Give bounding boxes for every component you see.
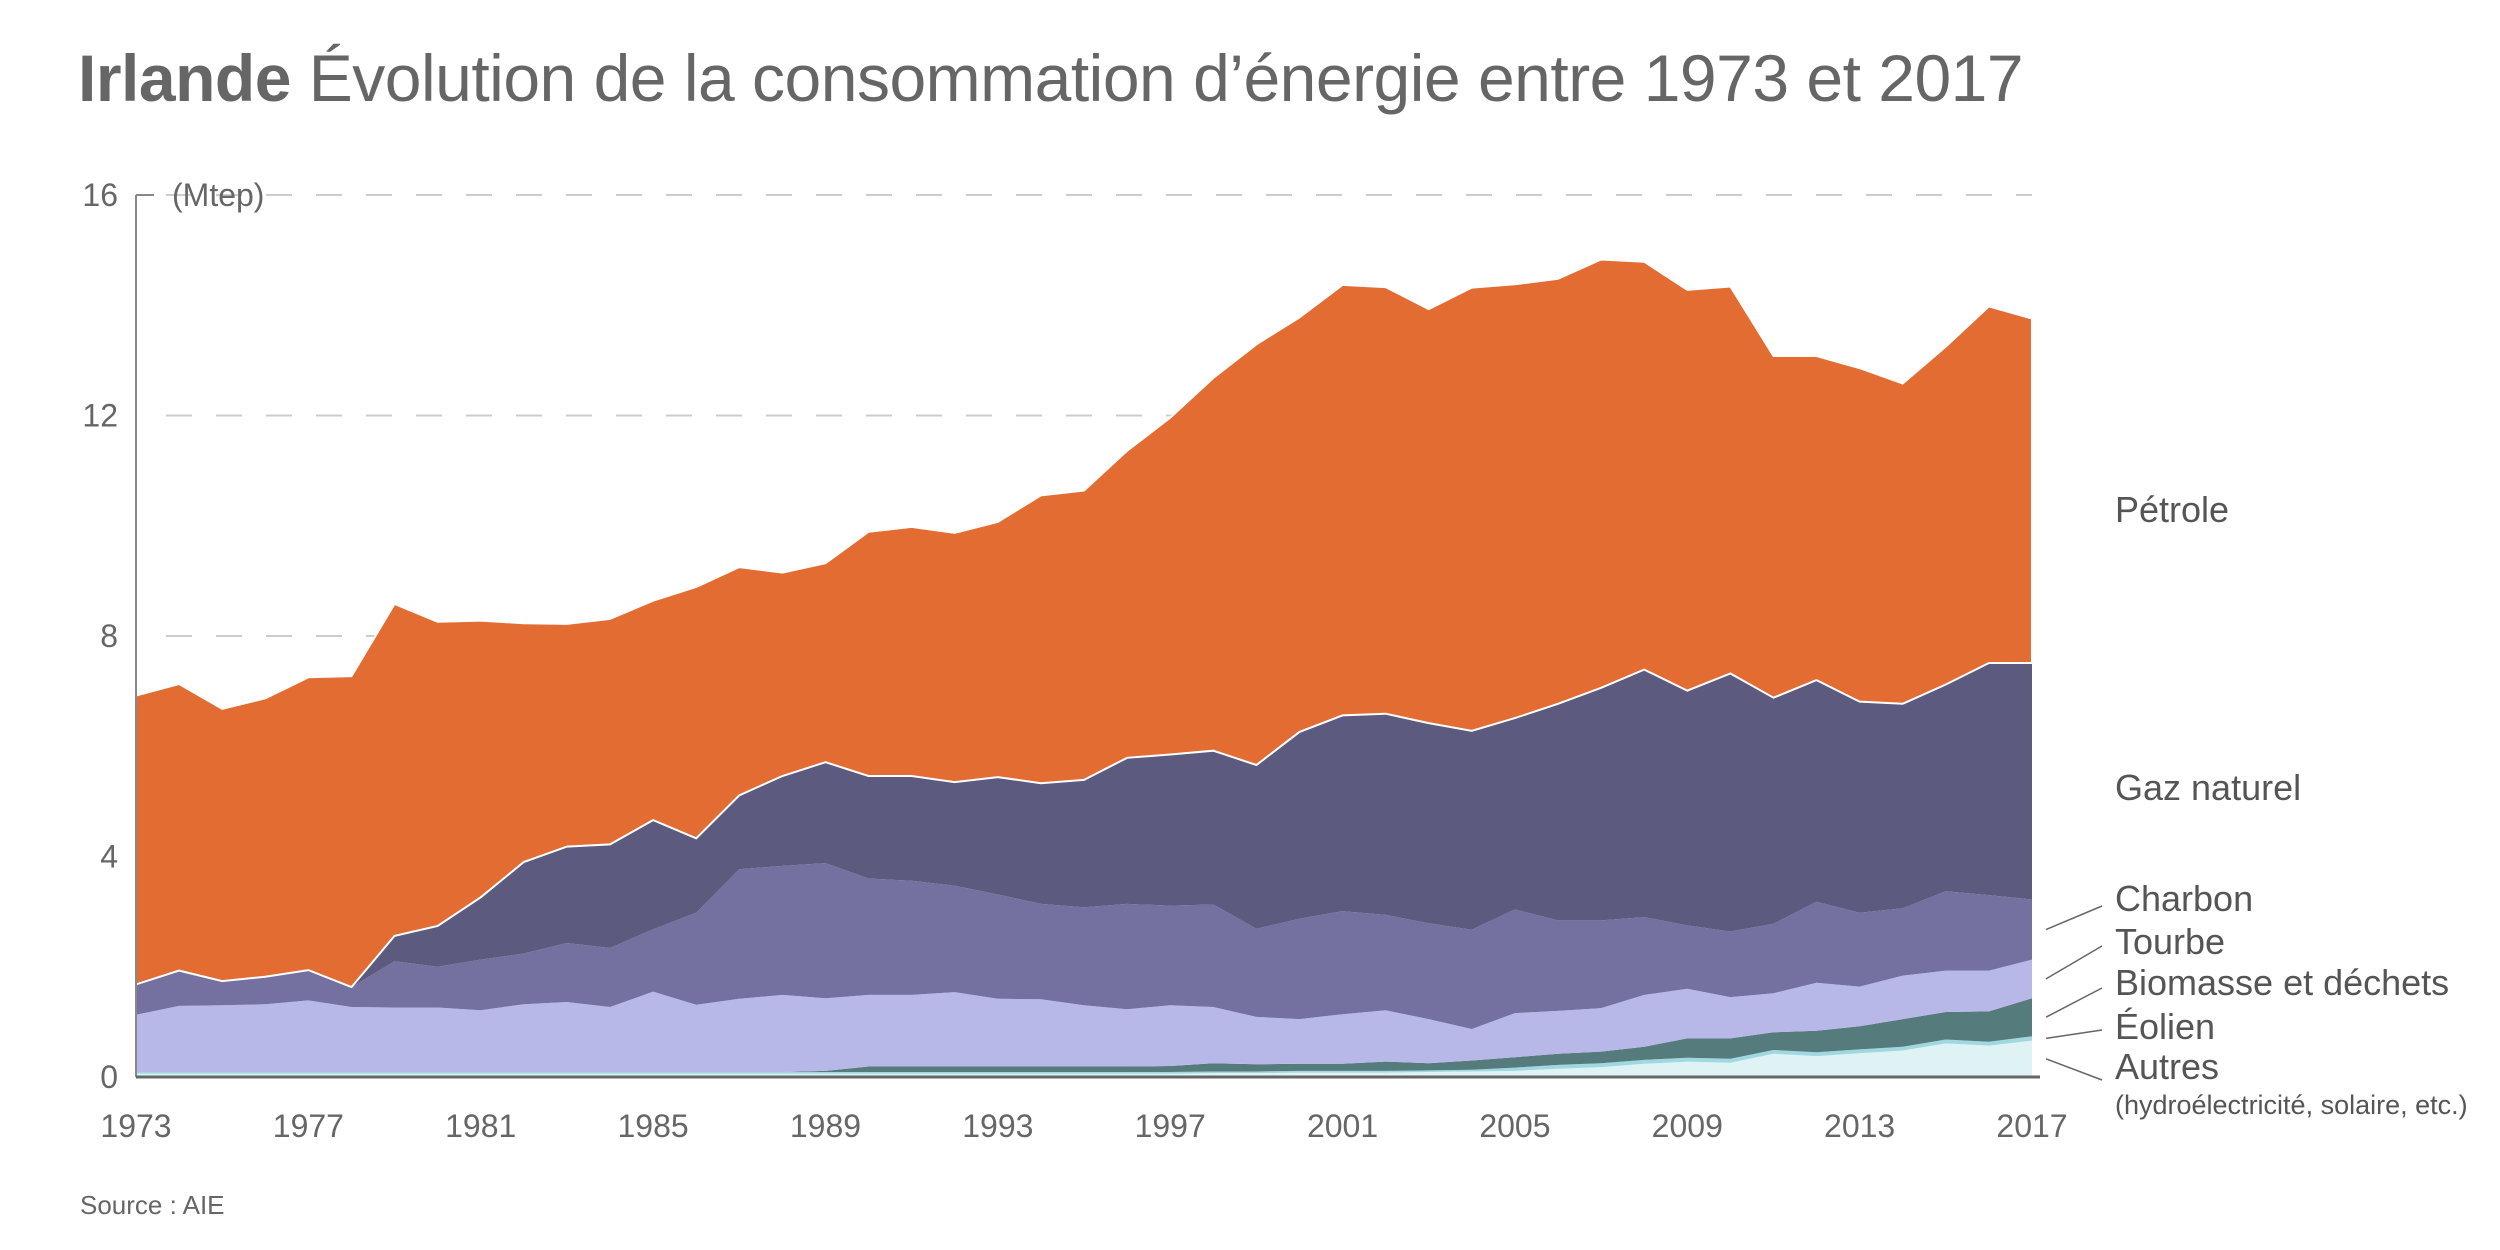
x-tick-label: 2009 xyxy=(1652,1108,1723,1144)
x-tick-label: 1989 xyxy=(790,1108,861,1144)
label-petrole: Pétrole xyxy=(2115,489,2229,530)
label-charbon: Charbon xyxy=(2115,878,2253,919)
label-gaz-naturel: Gaz naturel xyxy=(2115,767,2301,808)
x-tick-label: 2013 xyxy=(1824,1108,1895,1144)
y-tick-label: 0 xyxy=(100,1059,118,1095)
y-unit-label: (Mtep) xyxy=(172,177,264,213)
y-tick-label: 16 xyxy=(82,177,118,213)
leader-line xyxy=(2045,905,2103,931)
label-eolien: Éolien xyxy=(2115,1006,2215,1047)
x-tick-label: 1977 xyxy=(273,1108,344,1144)
leader-line xyxy=(2045,1058,2103,1081)
y-tick-labels: 0 4 8 12 16 xyxy=(82,177,118,1095)
area-charbon xyxy=(136,863,2032,1029)
x-tick-label: 2017 xyxy=(1996,1108,2067,1144)
x-tick-label: 1985 xyxy=(617,1108,688,1144)
x-tick-label: 1993 xyxy=(962,1108,1033,1144)
area-pétrole xyxy=(135,258,2033,989)
label-biomasse: Biomasse et déchets xyxy=(2115,962,2449,1003)
title-text: Évolution de la consommation d’énergie e… xyxy=(308,41,2024,115)
area-autres xyxy=(136,1040,2032,1077)
x-tick-label: 1981 xyxy=(445,1108,516,1144)
title-country: Irlande xyxy=(78,41,291,115)
series-labels: Pétrole Gaz naturel Charbon Tourbe Bioma… xyxy=(2115,489,2468,1120)
x-tick-label: 2005 xyxy=(1479,1108,1550,1144)
chart-title: Irlande Évolution de la consommation d’é… xyxy=(78,40,2024,116)
x-tick-label: 1973 xyxy=(100,1108,171,1144)
y-tick-label: 4 xyxy=(100,839,118,875)
leader-line xyxy=(2045,1029,2103,1040)
area-gaz-naturel xyxy=(136,663,2032,988)
leader-lines xyxy=(2045,905,2103,1081)
axes xyxy=(135,194,2040,1079)
source-note: Source : AIE xyxy=(80,1190,225,1220)
label-autres-note: (hydroélectricité, solaire, etc.) xyxy=(2115,1090,2468,1120)
label-autres: Autres xyxy=(2115,1046,2219,1087)
area-tourbe xyxy=(136,959,2032,1072)
x-tick-label: 2001 xyxy=(1307,1108,1378,1144)
label-tourbe: Tourbe xyxy=(2115,921,2225,962)
area-series xyxy=(135,258,2033,1077)
leader-line xyxy=(2045,987,2103,1018)
x-tick-label: 1997 xyxy=(1135,1108,1206,1144)
y-tick-label: 12 xyxy=(82,398,118,434)
y-tick-label: 8 xyxy=(100,618,118,654)
leader-line xyxy=(2045,945,2103,980)
x-tick-labels: 1973 1977 1981 1985 1989 1993 1997 2001 2005 2009… xyxy=(100,1108,2067,1144)
